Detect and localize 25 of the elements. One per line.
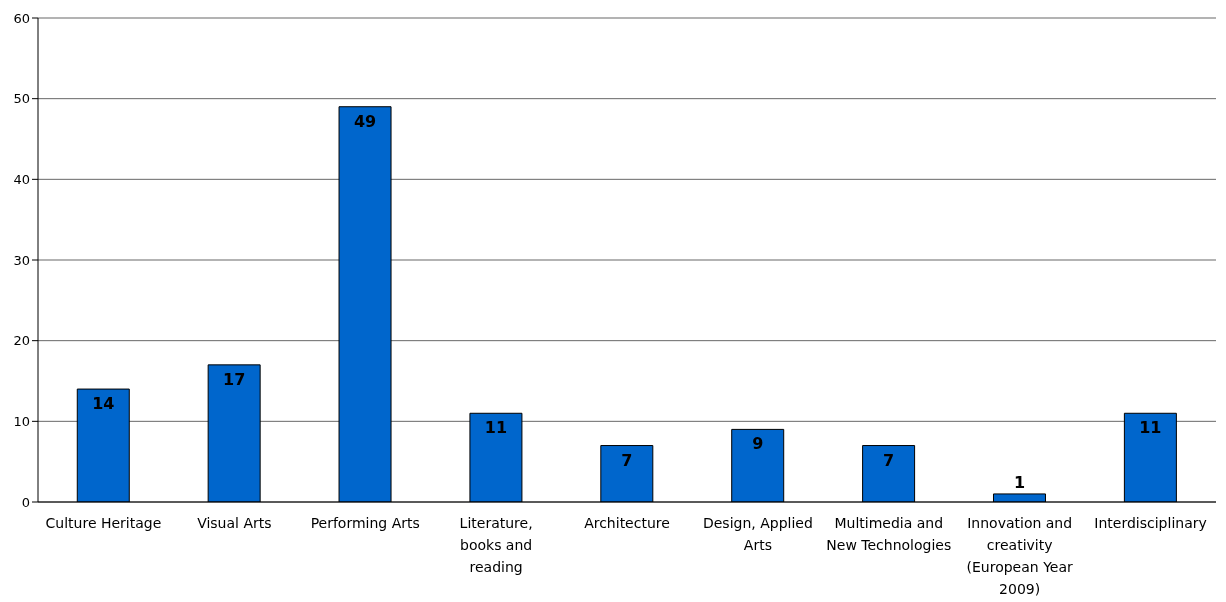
y-tick-label: 20 [13, 333, 30, 349]
data-label: 17 [223, 369, 246, 389]
x-tick-label: Design, Applied Arts [702, 515, 813, 553]
x-tick-label: Interdisciplinary [1094, 515, 1207, 531]
data-label: 11 [1139, 418, 1162, 438]
x-tick-label: Visual Arts [197, 515, 272, 531]
x-tick-label: Innovation and creativity (European Year 2009) [966, 515, 1074, 597]
data-label: 49 [353, 111, 377, 131]
x-tick-label: Multimedia and New Technologies [826, 515, 952, 553]
data-label: 7 [883, 450, 895, 470]
x-tick-label: Culture Heritage [45, 515, 162, 531]
data-label: 1 [1013, 472, 1026, 492]
x-tick-label: Literature, books and reading [459, 515, 533, 575]
y-tick-label: 0 [21, 494, 30, 510]
data-label: 7 [621, 450, 633, 470]
data-label: 14 [92, 394, 115, 414]
y-tick-label: 40 [13, 171, 30, 187]
x-tick-label: Performing Arts [310, 515, 420, 531]
data-label: 11 [484, 418, 508, 438]
y-tick-label: 30 [13, 252, 30, 268]
x-tick-label: Architecture [584, 515, 670, 531]
y-tick-label: 50 [13, 91, 30, 107]
data-label: 9 [752, 434, 764, 454]
y-tick-label: 60 [13, 10, 30, 26]
y-tick-label: 10 [13, 413, 30, 429]
